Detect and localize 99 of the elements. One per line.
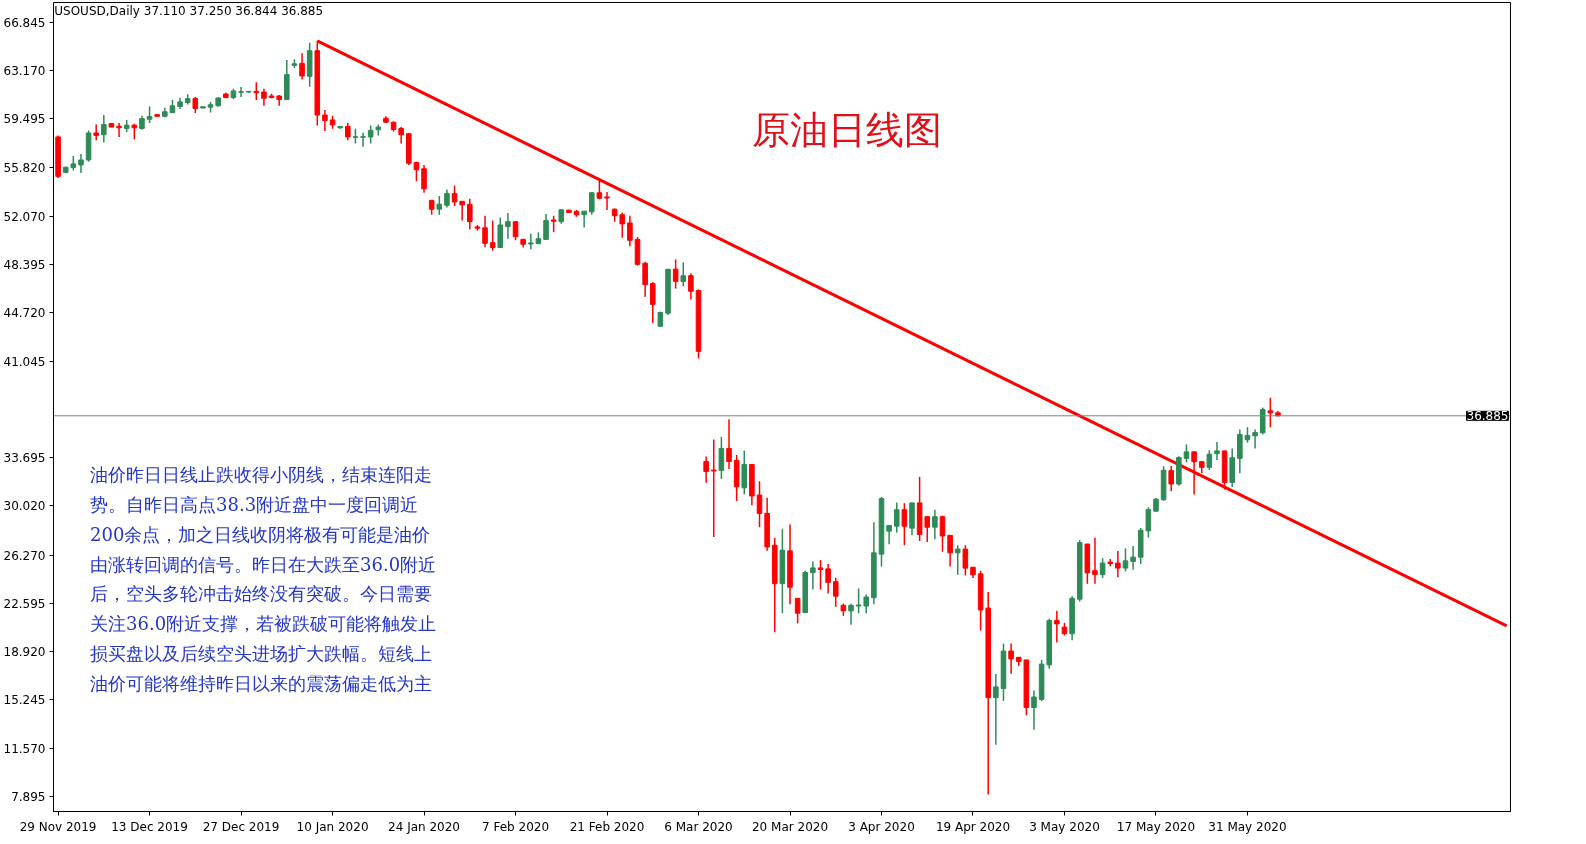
y-tick-label: 7.895 — [11, 789, 46, 804]
x-tick-label: 20 Mar 2020 — [751, 819, 829, 834]
candlestick — [1168, 465, 1175, 492]
candlestick — [467, 197, 473, 231]
x-tick-label: 27 Dec 2019 — [202, 819, 280, 834]
y-tick-label: 48.395 — [3, 258, 46, 273]
candlestick — [688, 272, 694, 301]
candlestick — [101, 114, 107, 144]
y-tick-label: 44.720 — [3, 306, 46, 321]
y-tick-label: 11.570 — [3, 741, 46, 756]
x-tick-label: 24 Jan 2020 — [388, 819, 461, 834]
candlestick — [581, 210, 587, 229]
candlestick — [886, 524, 892, 546]
y-tick-label: 41.045 — [3, 354, 46, 369]
candlestick — [116, 122, 122, 138]
candlestick — [489, 219, 496, 252]
candlestick — [1237, 428, 1243, 474]
candlestick — [1191, 451, 1197, 496]
candlestick — [604, 191, 610, 211]
x-tick-label: 29 Nov 2019 — [19, 819, 97, 834]
candlestick — [848, 602, 854, 626]
candlestick — [718, 436, 725, 480]
y-tick-label: 26.270 — [3, 548, 46, 563]
x-tick-label: 3 Apr 2020 — [848, 819, 915, 834]
x-tick-label: 6 Mar 2020 — [664, 819, 733, 834]
candlestick — [901, 502, 908, 546]
candlestick — [1054, 609, 1060, 644]
y-tick-label: 63.170 — [3, 64, 46, 79]
candlestick — [444, 188, 450, 209]
candlestick — [672, 258, 679, 290]
candlestick — [78, 153, 84, 174]
candlestick — [832, 577, 839, 608]
candlestick — [756, 480, 763, 528]
candlestick — [627, 215, 633, 247]
candlestick — [1252, 428, 1258, 450]
candlestick — [482, 215, 488, 249]
candlestick — [1206, 449, 1213, 471]
candlestick — [710, 438, 717, 538]
candlestick — [436, 195, 443, 216]
candlestick — [1115, 550, 1121, 578]
y-tick-label: 15.245 — [3, 693, 46, 708]
candlestick — [954, 544, 961, 576]
candlestick — [238, 86, 244, 98]
annotation: USOUSD,Daily 37.110 37.250 36.844 36.885 — [54, 3, 324, 18]
candlestick — [947, 534, 953, 568]
candlestick — [1031, 689, 1037, 731]
candlestick — [505, 212, 511, 240]
candlestick — [1259, 406, 1266, 436]
candlestick — [962, 544, 969, 577]
candlestick — [703, 455, 709, 484]
x-tick-label: 17 May 2020 — [1116, 819, 1196, 834]
candlestick — [893, 501, 900, 534]
candlestick — [93, 123, 99, 141]
y-tick-label: 52.070 — [3, 209, 46, 224]
candlestick — [1214, 441, 1220, 461]
candlestick — [1099, 557, 1106, 579]
candlestick — [543, 213, 549, 241]
candlestick — [588, 191, 595, 216]
x-tick-label: 31 May 2020 — [1208, 819, 1287, 834]
y-tick-label: 33.695 — [3, 451, 46, 466]
x-tick-label: 3 May 2020 — [1029, 819, 1100, 834]
y-tick-label: 22.595 — [3, 596, 46, 611]
candlestick — [299, 52, 305, 81]
candlestick — [1092, 537, 1098, 585]
x-tick-label: 7 Feb 2020 — [482, 819, 550, 834]
candlestick — [810, 560, 816, 591]
candlestick — [1122, 547, 1129, 573]
candlestick — [817, 559, 824, 591]
x-tick-label: 10 Jan 2020 — [296, 819, 369, 834]
candlestick — [741, 449, 748, 496]
y-tick-label: 55.820 — [3, 160, 46, 175]
candlestick — [726, 418, 732, 470]
x-tick-label: 13 Dec 2019 — [111, 819, 188, 834]
candlestick — [322, 109, 328, 132]
candlestick — [993, 673, 999, 746]
ref-line-label: 36.885 — [1466, 409, 1509, 424]
candlestick — [1267, 396, 1274, 429]
candlestick — [649, 281, 656, 324]
candlestick — [512, 220, 519, 242]
candlestick — [680, 261, 687, 288]
y-tick-label: 59.495 — [3, 112, 46, 127]
candlestick — [932, 509, 938, 541]
candlestick — [794, 597, 801, 625]
candlestick — [497, 216, 504, 249]
candlestick — [1130, 545, 1136, 571]
annotation: 油价昨日日线止跌收得小阴线，结束连阳走势。自昨日高点38.3附近盘中一度回调近200余点，加之日线收阴将极有可能是油价由涨转回调的信号。昨日在大跌至36.0附近后，空头多轮冲击始终没有突破。今日需要关注36.0附近支撑，若被跌破可能将触发止损买盘以及后续空头进场扩大跌幅。短线上油价可能将维持昨日以来的震荡偏走低为主 — [90, 464, 437, 694]
x-tick-label: 21 Feb 2020 — [569, 819, 645, 834]
y-tick-label: 30.020 — [3, 499, 46, 514]
text: 原油日线图 — [751, 108, 942, 153]
candlestick — [825, 563, 831, 595]
candlestick — [451, 184, 458, 207]
candlestick — [642, 260, 648, 298]
candlestick — [939, 514, 946, 553]
candlestick — [421, 164, 427, 194]
y-tick-label: 66.845 — [3, 15, 46, 30]
y-tick-label: 18.920 — [3, 645, 46, 660]
candlestick — [1008, 642, 1014, 675]
candlestick — [360, 132, 366, 148]
x-tick-label: 19 Apr 2020 — [935, 819, 1011, 834]
